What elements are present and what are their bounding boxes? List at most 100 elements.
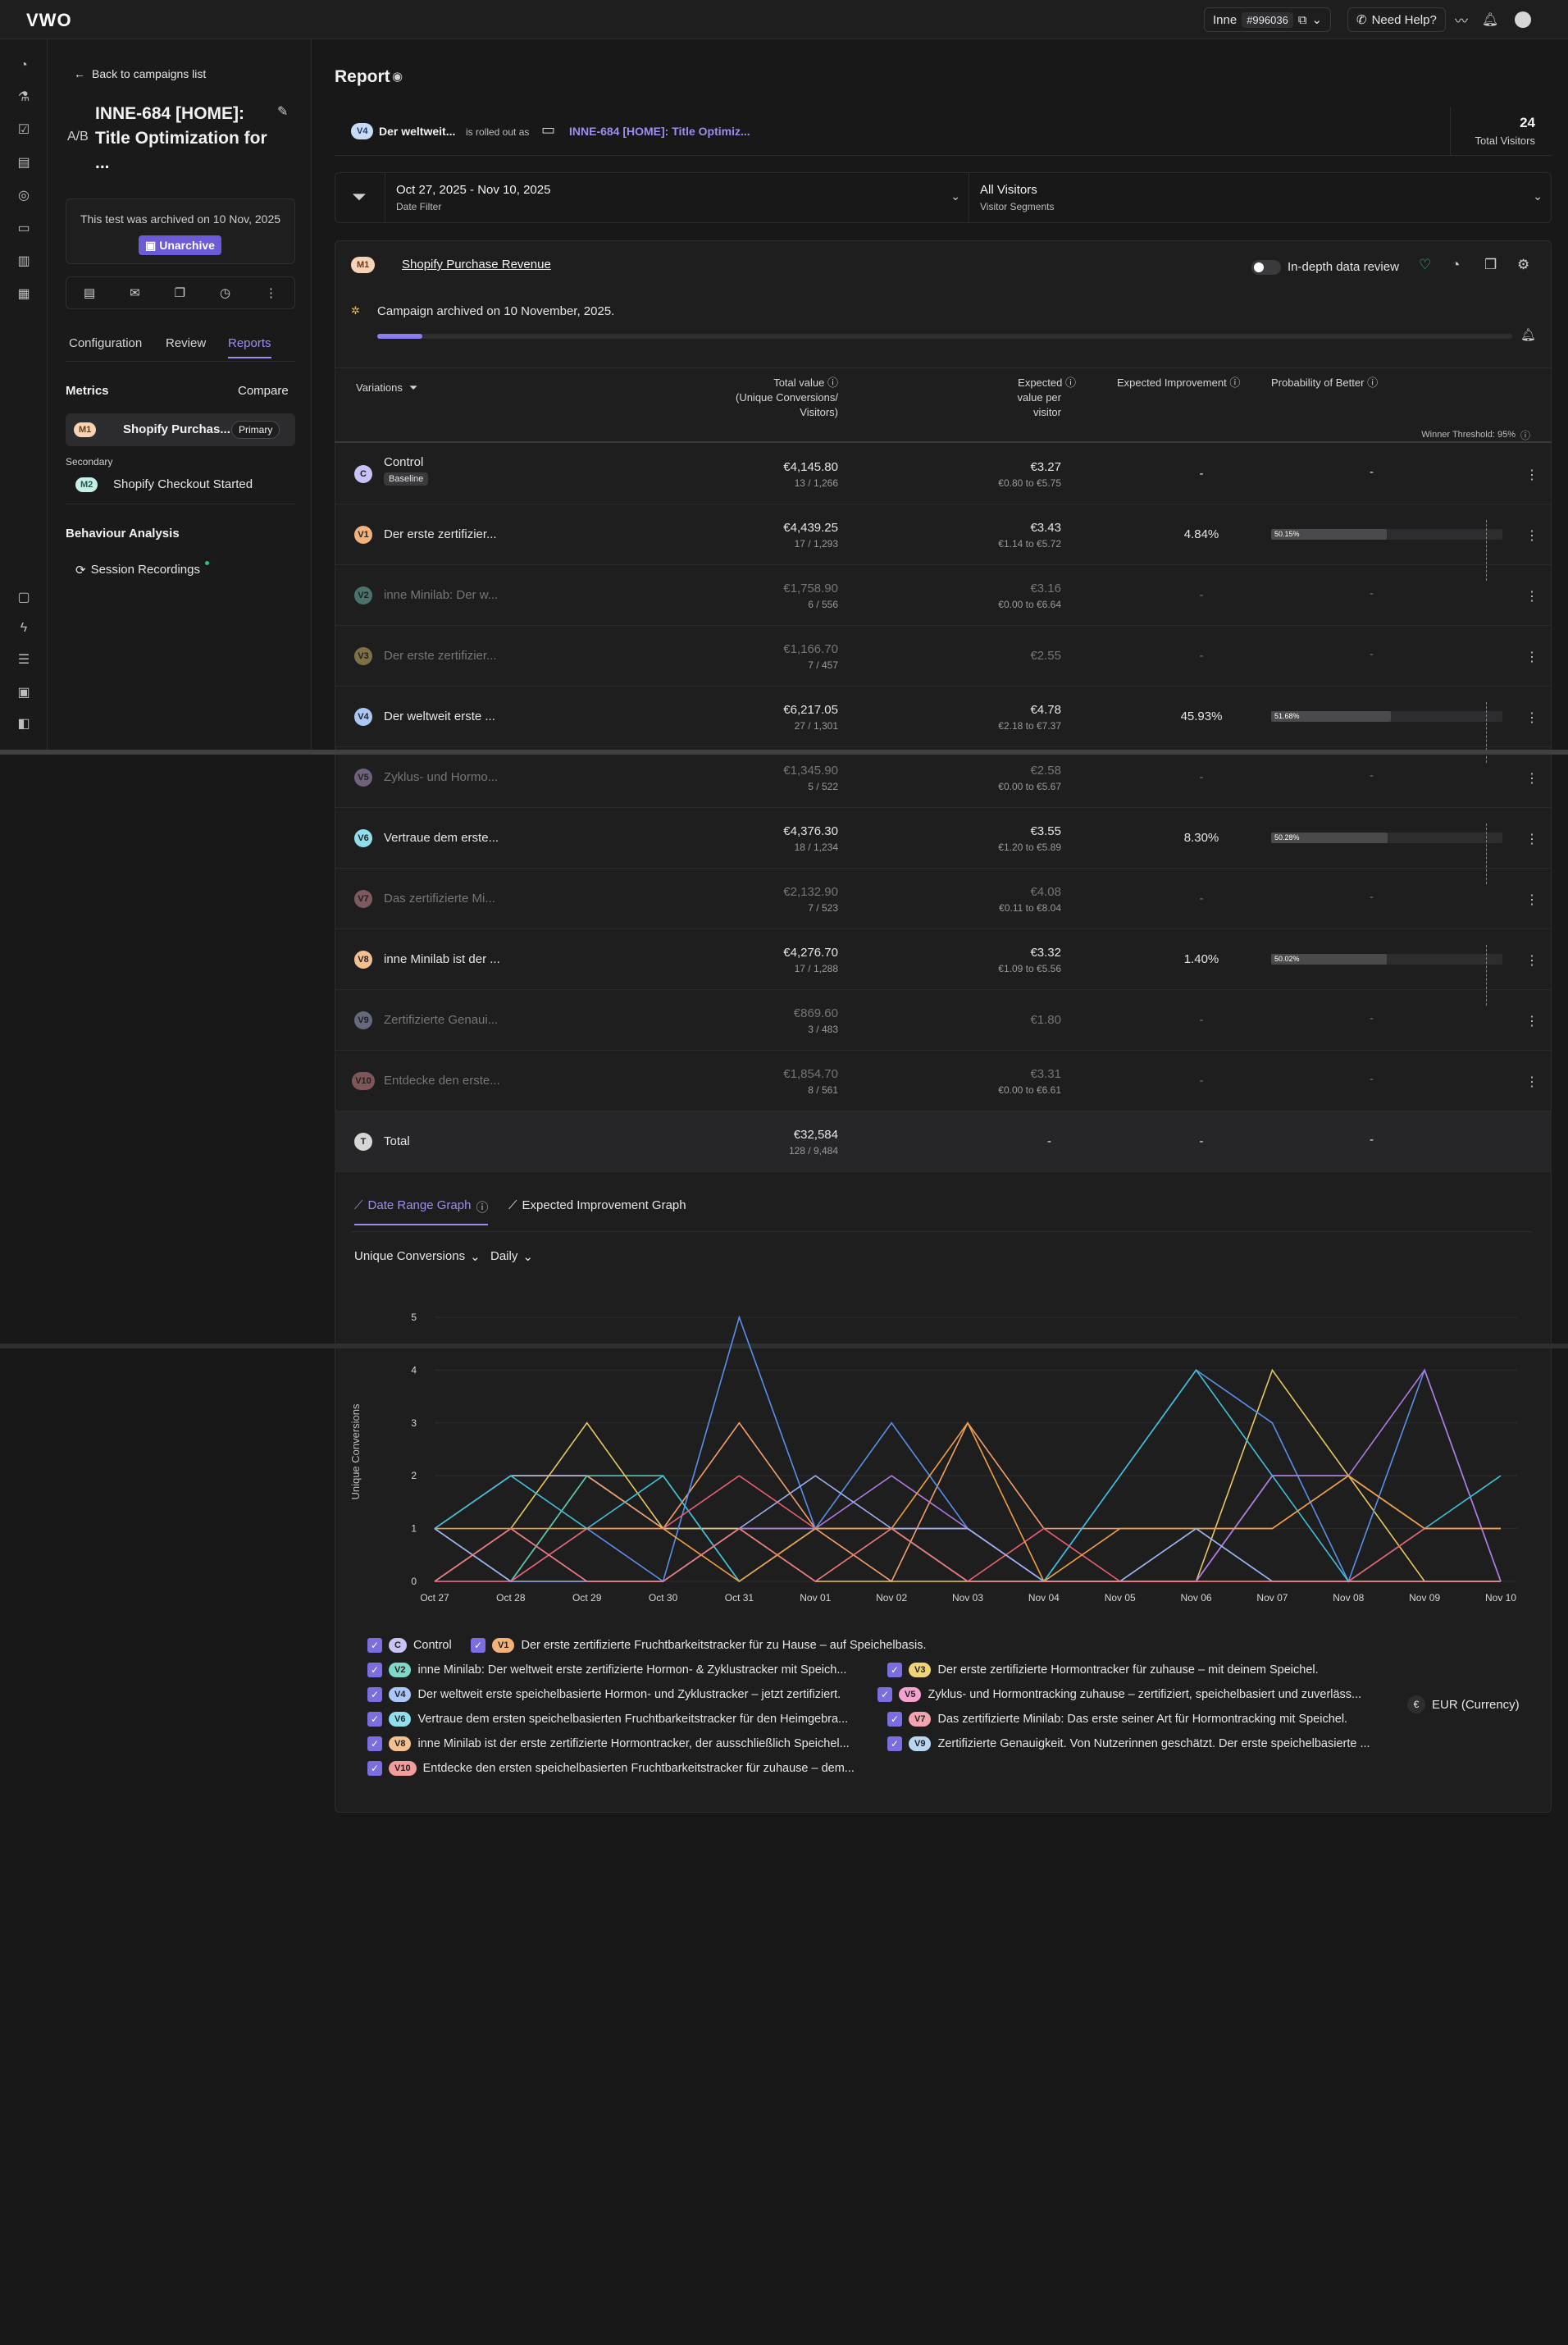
checkbox-icon[interactable]: ✓	[877, 1687, 892, 1702]
dashboard-icon[interactable]: ◔	[20, 58, 28, 72]
copy-icon[interactable]: ⧉	[1297, 12, 1307, 27]
checkbox-icon[interactable]: ✓	[887, 1712, 902, 1727]
variation-name[interactable]: Zertifizierte Genaui...	[384, 1013, 499, 1027]
edit-icon[interactable]: ✎	[277, 105, 289, 119]
filter-icon[interactable]: ⏷	[408, 381, 418, 394]
collapse-sidebar-icon[interactable]: ◧	[17, 717, 30, 731]
table-row[interactable]: V9 Zertifizierte Genaui... €869.60 3 / 483 €…	[335, 990, 1552, 1051]
metric-name-link[interactable]: Shopify Purchase Revenue	[402, 258, 551, 271]
compare-button[interactable]: Compare	[238, 384, 289, 398]
tab-expected-improvement-graph[interactable]: ⟋ Expected Improvement Graph	[508, 1198, 686, 1212]
legend-item[interactable]: ✓ V4 Der weltweit erste speichelbasierte H…	[367, 1687, 841, 1702]
variation-name[interactable]: Control Baseline	[384, 455, 429, 486]
legend-item[interactable]: ✓ C Control	[367, 1638, 452, 1653]
table-row[interactable]: V10 Entdecke den erste... €1,854.70 8 / 561…	[335, 1051, 1552, 1111]
primary-metric-item[interactable]: M1 Shopify Purchas... Primary	[66, 413, 295, 446]
checkbox-icon[interactable]: ✓	[471, 1638, 485, 1653]
checkbox-icon[interactable]: ✓	[367, 1663, 382, 1677]
help-icon[interactable]: ⓘ	[1064, 376, 1076, 389]
date-filter-dropdown[interactable]: Oct 27, 2025 - Nov 10, 2025 Date Filter …	[386, 173, 969, 222]
clone-icon[interactable]: ❐	[174, 286, 186, 300]
tab-date-range-graph[interactable]: ⟋ Date Range Graph ⓘ	[354, 1198, 489, 1225]
back-link[interactable]: ← Back to campaigns list	[74, 67, 206, 80]
table-row[interactable]: V6 Vertraue dem erste... €4,376.30 18 / 1,2…	[335, 808, 1552, 884]
testing-icon[interactable]: ☑	[17, 123, 30, 137]
more-options-icon[interactable]: ⋮	[1525, 711, 1538, 725]
variation-name[interactable]: Der erste zertifizier...	[384, 649, 497, 663]
variation-name[interactable]: inne Minilab: Der w...	[384, 588, 499, 602]
vwo-logo[interactable]: VWO	[26, 10, 72, 30]
more-options-icon[interactable]: ⋮	[1525, 650, 1538, 664]
archive-icon[interactable]: ▤	[83, 286, 96, 300]
series-line-10[interactable]	[434, 1527, 1501, 1582]
session-recordings-link[interactable]: ⟳ Session Recordings	[75, 561, 209, 577]
more-options-icon[interactable]: ⋮	[1525, 468, 1538, 482]
legend-item[interactable]: ✓ V10 Entdecke den ersten speichelbasierte…	[367, 1761, 855, 1776]
filter-icon[interactable]: ⏷	[352, 186, 367, 207]
legend-item[interactable]: ✓ V9 Zertifizierte Genauigkeit. Von Nutzer…	[887, 1736, 1370, 1751]
series-line-4[interactable]	[435, 1315, 1502, 1584]
table-row[interactable]: V5 Zyklus- und Hormo... €1,345.90 5 / 522 €2…	[335, 747, 1552, 808]
deploy-icon[interactable]: ▭	[17, 221, 30, 235]
more-options-icon[interactable]: ⋮	[1525, 954, 1538, 968]
activity-icon[interactable]: 〰	[1454, 15, 1468, 29]
pie-chart-icon[interactable]: ◔	[1452, 257, 1461, 272]
legend-item[interactable]: ✓ V7 Das zertifizierte Minilab: Das erste …	[887, 1712, 1347, 1727]
history-icon[interactable]: ◷	[220, 286, 231, 300]
variation-name[interactable]: Das zertifizierte Mi...	[384, 892, 495, 906]
series-line-1[interactable]	[434, 1421, 1501, 1583]
legend-item[interactable]: ✓ V1 Der erste zertifizierte Fruchtbarkeit…	[471, 1638, 926, 1653]
billing-icon[interactable]: ▣	[17, 686, 30, 700]
help-icon[interactable]: ⓘ	[476, 1201, 489, 1215]
more-options-icon[interactable]: ⋮	[1525, 590, 1538, 604]
book-icon[interactable]: ❒	[1484, 257, 1497, 272]
checkbox-icon[interactable]: ✓	[887, 1736, 902, 1751]
calendar-icon[interactable]: ▦	[17, 287, 30, 301]
table-row[interactable]: V7 Das zertifizierte Mi... €2,132.90 7 / 52…	[335, 869, 1552, 929]
checkbox-icon[interactable]: ✓	[367, 1712, 382, 1727]
help-icon[interactable]: ⓘ	[827, 376, 838, 389]
legend-item[interactable]: ✓ V5 Zyklus- und Hormontracking zuhause – …	[877, 1687, 1361, 1702]
table-row[interactable]: V2 inne Minilab: Der w... €1,758.90 6 / 556…	[335, 565, 1552, 626]
variation-name[interactable]: Zyklus- und Hormo...	[384, 770, 499, 784]
interval-select[interactable]: Daily ⌄	[490, 1249, 533, 1264]
checkbox-icon[interactable]: ✓	[367, 1736, 382, 1751]
table-row[interactable]: V4 Der weltweit erste ... €6,217.05 27 / 1,…	[335, 687, 1552, 763]
tab-configuration[interactable]: Configuration	[69, 336, 143, 350]
flask-icon[interactable]: ⚗	[17, 90, 30, 104]
user-avatar-icon[interactable]	[1513, 10, 1533, 30]
legend-item[interactable]: ✓ V6 Vertraue dem ersten speichelbasierten…	[367, 1712, 848, 1727]
more-options-icon[interactable]: ⋮	[1525, 772, 1538, 786]
more-options-icon[interactable]: ⋮	[1525, 1075, 1538, 1089]
more-options-icon[interactable]: ⋮	[1525, 833, 1538, 846]
variation-name[interactable]: Der weltweit erste ...	[384, 709, 495, 723]
more-options-icon[interactable]: ⋮	[1525, 893, 1538, 907]
mail-icon[interactable]: ✉	[130, 286, 140, 300]
health-icon[interactable]: ♡	[1419, 257, 1432, 272]
variation-name[interactable]: Vertraue dem erste...	[384, 831, 499, 845]
variation-name[interactable]: Entdecke den erste...	[384, 1074, 500, 1088]
unarchive-button[interactable]: ▣ Unarchive	[139, 235, 221, 255]
table-row[interactable]: V8 inne Minilab ist der ... €4,276.70 17 / …	[335, 929, 1552, 1006]
series-line-8[interactable]	[435, 1421, 1501, 1583]
lightning-icon[interactable]: ϟ	[20, 621, 28, 635]
data-icon[interactable]: ▥	[17, 254, 30, 268]
bell-icon[interactable]: 🔔︎	[1520, 328, 1537, 342]
legend-item[interactable]: ✓ V2 inne Minilab: Der weltweit erste zert…	[367, 1663, 846, 1677]
info-icon[interactable]: ◉	[392, 70, 403, 84]
more-options-icon[interactable]: ⋮	[1525, 1015, 1538, 1029]
checkbox-icon[interactable]: ✓	[367, 1638, 382, 1653]
table-row[interactable]: C Control Baseline €4,145.80 13 / 1,266 €3.27…	[335, 444, 1552, 504]
help-icon[interactable]: ⓘ	[1520, 430, 1530, 441]
tab-review[interactable]: Review	[166, 336, 207, 350]
table-row[interactable]: V3 Der erste zertifizier... €1,166.70 7 / 4…	[335, 626, 1552, 687]
settings-gear-icon[interactable]: ⚙	[1517, 257, 1530, 272]
checkbox-icon[interactable]: ✓	[887, 1663, 902, 1677]
help-icon[interactable]: ⓘ	[1229, 376, 1241, 389]
help-icon[interactable]: ⓘ	[1367, 376, 1379, 389]
need-help-button[interactable]: ✆ Need Help?	[1347, 7, 1446, 32]
legend-item[interactable]: ✓ V8 inne Minilab ist der erste zertifizie…	[367, 1736, 850, 1751]
legend-item[interactable]: ✓ V3 Der erste zertifizierte Hormontracker…	[887, 1663, 1319, 1677]
secondary-metric-item[interactable]: Shopify Checkout Started	[113, 477, 253, 491]
bell-icon[interactable]: 🔔︎	[1481, 13, 1499, 27]
